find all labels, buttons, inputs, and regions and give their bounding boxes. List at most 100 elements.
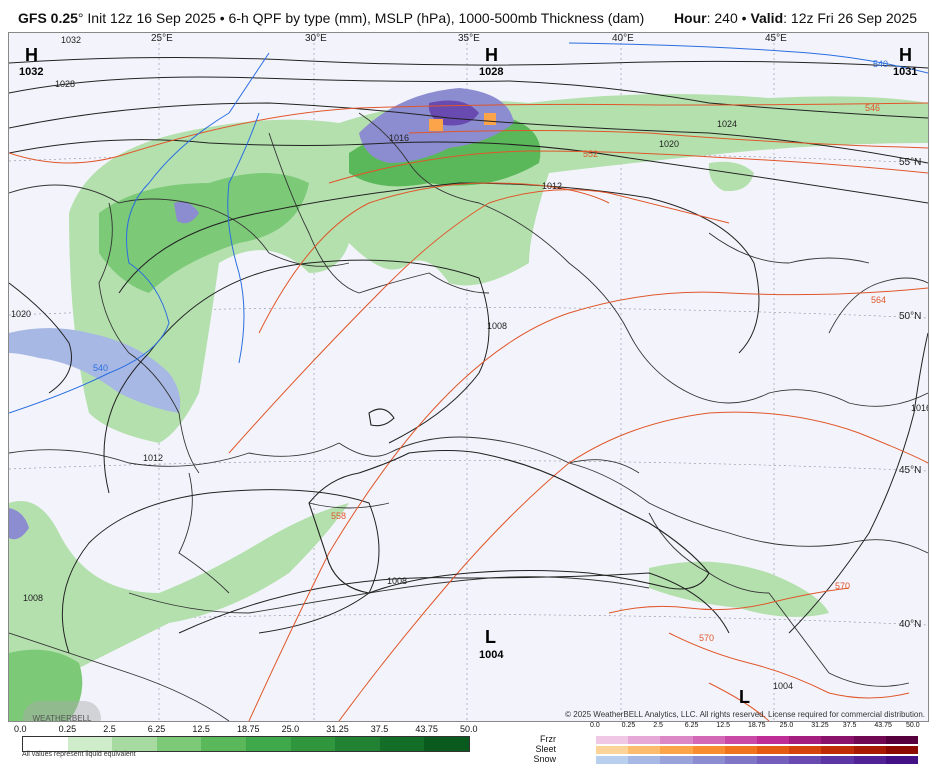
ptype-color-swatch (724, 736, 758, 744)
thickness-label: 570 (699, 633, 715, 643)
ptype-color-swatch (821, 736, 854, 744)
sleet-color-bar (596, 746, 919, 754)
frzr-label: Frzr (540, 734, 556, 744)
ptype-color-swatch (853, 756, 886, 764)
ptype-color-swatch (596, 756, 629, 764)
ptype-tick-label: 43.75 (874, 722, 892, 729)
lon-label-45e: 45°E (765, 33, 787, 44)
ptype-tick-label: 6.25 (684, 722, 699, 729)
rain-color-bar (22, 736, 470, 752)
country-borders (9, 112, 928, 721)
lat-label-45n: 45°N (899, 465, 922, 476)
low-pressure-marker: L (485, 627, 496, 647)
lat-label-50n: 50°N (899, 311, 922, 322)
high-pressure-value: 1028 (479, 66, 504, 78)
ptype-color-swatch (692, 736, 725, 744)
thickness-label: 546 (865, 103, 881, 113)
ptype-tick-label: 12.5 (716, 722, 731, 729)
rain-tick-label: 12.5 (192, 724, 210, 734)
rain-tick-label: 18.75 (237, 724, 260, 734)
hour-value: : 240 • (706, 10, 751, 26)
isobar-label: 1008 (23, 593, 44, 603)
high-pressure-marker: H (899, 45, 912, 65)
frzr-color-bar (596, 736, 919, 744)
rain-tick-label: 0.25 (58, 724, 77, 734)
ptype-tick-label: 37.5 (842, 722, 857, 729)
rain-color-swatch (379, 737, 425, 751)
map-layers (9, 33, 928, 721)
isobar-label: 1004 (773, 681, 794, 691)
ptype-color-swatch (724, 756, 758, 764)
thickness-label: 552 (583, 149, 599, 159)
rain-color-swatch (67, 737, 113, 751)
ptype-tick-label: 31.25 (811, 722, 829, 729)
degree-mark: ° (77, 10, 84, 26)
ptype-color-swatch (885, 736, 919, 744)
lat-label-55n: 55°N (899, 157, 922, 168)
thickness-label: 570 (835, 581, 851, 591)
weatherbell-logo: WEATHERBELL (23, 701, 101, 721)
ptype-color-swatch (628, 736, 661, 744)
ptype-color-swatch (757, 746, 790, 754)
ptype-color-swatch (789, 736, 822, 744)
rain-tick-label: 25.0 (281, 724, 300, 734)
thickness-contours (9, 102, 928, 721)
rain-color-swatch (112, 737, 157, 751)
graticule (9, 33, 928, 721)
ptype-color-swatch (660, 736, 693, 744)
isobar-label: 1008 (487, 321, 508, 331)
lon-label-40e: 40°E (612, 33, 634, 44)
ptype-tick-label: 50.0 (906, 722, 920, 729)
ptype-color-swatch (757, 756, 790, 764)
rain-shading (9, 94, 928, 721)
isobar-label: 1020 (659, 139, 680, 149)
rain-color-swatch (23, 737, 68, 751)
ptype-color-swatch (821, 746, 854, 754)
model-name: GFS 0.25 (18, 10, 78, 26)
isobars (9, 56, 928, 654)
rain-note: All values represent liquid equivalent (22, 751, 136, 758)
header-bar: GFS 0.25° Init 12z 16 Sep 2025 • 6-h QPF… (0, 0, 935, 32)
lon-label-35e: 35°E (458, 33, 480, 44)
thickness-cold (9, 42, 928, 414)
isobar-label: 1008 (387, 576, 408, 586)
rain-color-swatch (201, 737, 246, 751)
ptype-color-swatch (724, 746, 758, 754)
high-pressure-marker: H (25, 45, 38, 65)
thickness-label: 540 (873, 59, 889, 69)
thickness-label: 540 (93, 363, 109, 373)
weather-map[interactable]: 25°E 30°E 35°E 40°E 45°E 55°N 50°N 45°N … (8, 32, 929, 722)
ptype-color-swatch (660, 756, 693, 764)
rain-tick-label: 6.25 (147, 724, 166, 734)
ptype-color-swatch (596, 736, 629, 744)
lon-label-25e: 25°E (151, 33, 173, 44)
isobar-label: 1016 (389, 133, 410, 143)
snow-label: Snow (533, 754, 556, 764)
rain-color-swatch (424, 737, 469, 751)
low-pressure-marker: L (739, 687, 750, 707)
ptype-tick-label: 0.25 (621, 722, 636, 729)
rain-tick-label: 31.25 (326, 724, 349, 734)
ptype-color-swatch (885, 746, 919, 754)
lon-label-30e: 30°E (305, 33, 327, 44)
sleet-label: Sleet (535, 744, 556, 754)
hour-label: Hour (673, 10, 707, 26)
ptype-color-swatch (757, 736, 790, 744)
sleet-shading (429, 113, 496, 131)
isobar-label: 1012 (542, 181, 563, 191)
high-pressure-marker: H (485, 45, 498, 65)
coastlines (308, 408, 710, 594)
ptype-color-swatch (660, 746, 693, 754)
ptype-color-swatch (596, 746, 629, 754)
ptype-color-swatch (692, 746, 725, 754)
ptype-color-swatch (789, 746, 822, 754)
thickness-label: 558 (331, 511, 347, 521)
valid-label: Valid (750, 10, 784, 26)
ptype-color-swatch (692, 756, 725, 764)
isobar-label: 1024 (717, 119, 738, 129)
lat-label-40n: 40°N (899, 619, 922, 630)
low-pressure-value: 1004 (479, 649, 504, 661)
thickness-label: 564 (871, 295, 887, 305)
ptype-color-swatch (821, 756, 854, 764)
ptype-tick-label: 0.0 (590, 722, 600, 729)
